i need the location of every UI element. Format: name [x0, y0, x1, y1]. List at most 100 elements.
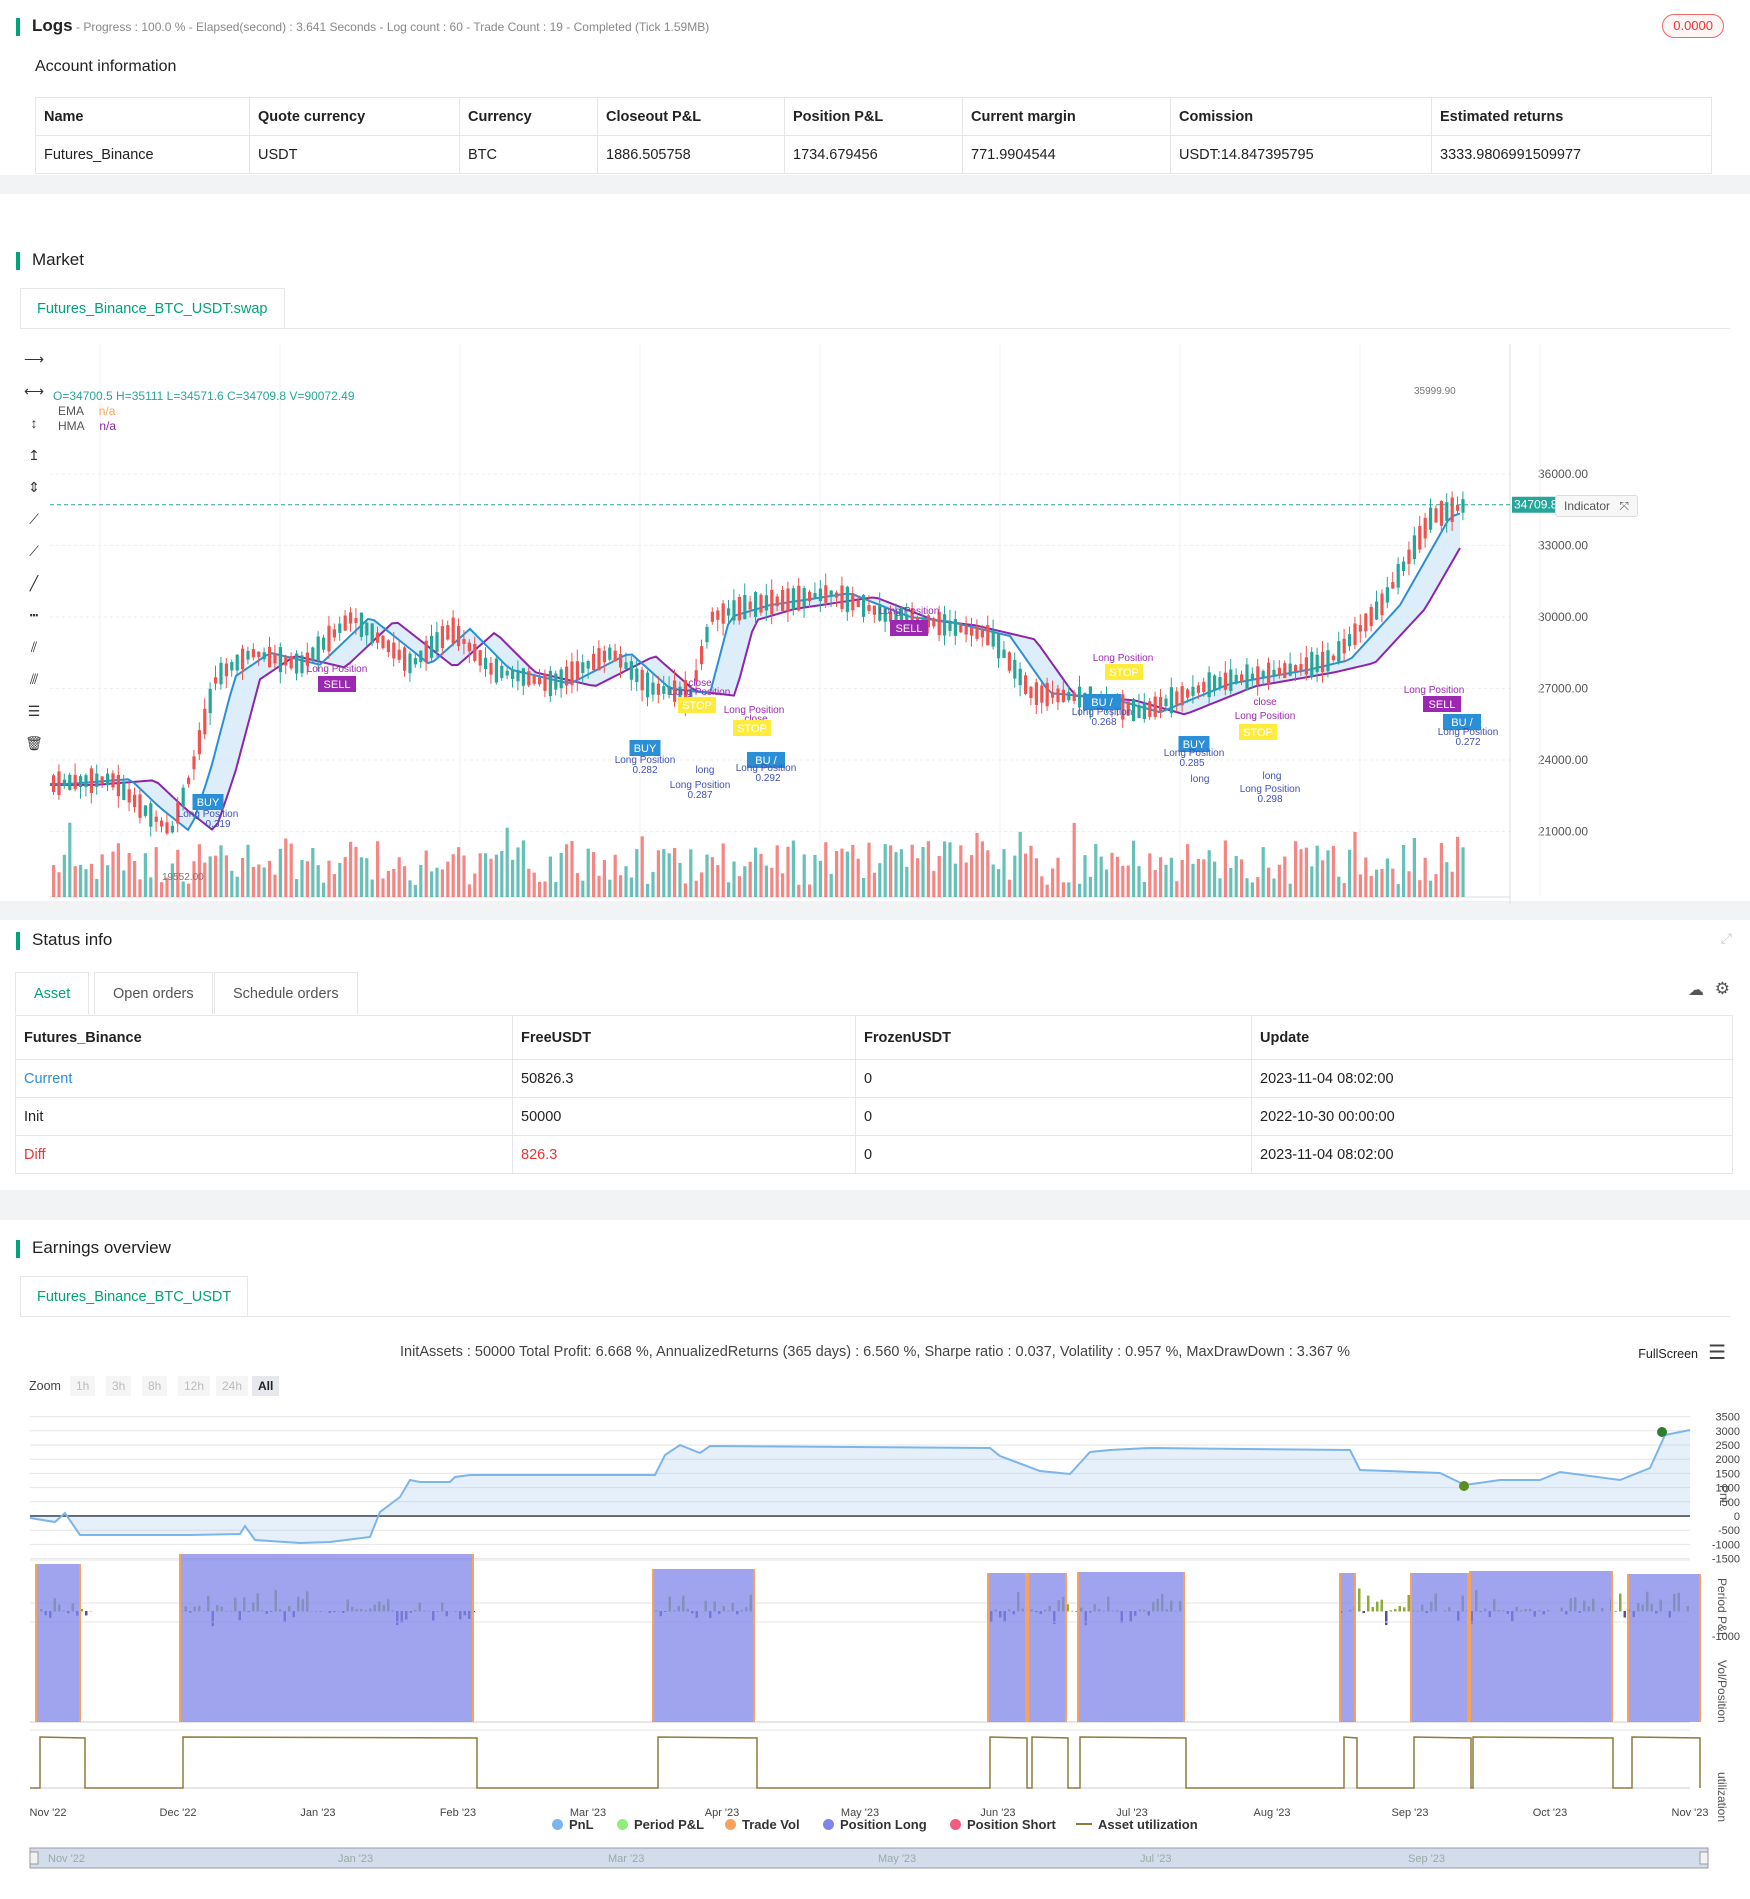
zoom-24h-button[interactable]: 24h [216, 1376, 249, 1396]
candle-body [1277, 667, 1281, 676]
volume-bar [1353, 831, 1357, 897]
candle-body [392, 642, 396, 659]
volume-bar [1407, 871, 1411, 897]
parallel-channel-tool-icon[interactable]: ⫽ [30, 639, 38, 655]
period-bar [1385, 1611, 1388, 1626]
volume-bar [338, 862, 342, 897]
candle-body [95, 773, 99, 787]
settings-gear-icon[interactable]: ⚙ [1714, 979, 1730, 998]
volume-bar [932, 870, 936, 897]
volume-bar [1061, 882, 1065, 897]
candle-body [737, 596, 741, 621]
period-pnl-legend-icon [617, 1819, 628, 1830]
close-label: close [688, 678, 712, 689]
zoom-12h-button[interactable]: 12h [178, 1376, 211, 1396]
legend-period-pnl[interactable]: Period P&L [617, 1817, 704, 1832]
candle-body [1391, 582, 1395, 589]
candle-body [527, 671, 531, 686]
asset-row-diff: Diff 826.3 0 2023-11-04 08:02:00 [15, 1135, 1733, 1174]
cloud-download-icon[interactable]: ☁ [1688, 982, 1704, 999]
candle-body [608, 647, 612, 660]
volume-bar [1137, 866, 1141, 897]
candle-body [1310, 651, 1314, 678]
long-position-label: Long Position [670, 780, 731, 791]
candle-body [872, 605, 876, 615]
zoom-all-button[interactable]: All [252, 1376, 280, 1396]
long-position-label: Long Position [1164, 748, 1225, 759]
zoom-1h-button[interactable]: 1h [70, 1376, 96, 1396]
volume-bar [1196, 858, 1200, 897]
volume-bar [721, 843, 725, 897]
volume-bar [89, 863, 93, 897]
legend-trade-vol[interactable]: Trade Vol [725, 1817, 800, 1832]
horizontal-ray-tool-icon[interactable]: ⟷ [23, 383, 45, 399]
segment-tool-icon[interactable]: ╱ [29, 575, 39, 591]
candle-body [824, 585, 828, 603]
volume-bar [1029, 845, 1033, 897]
navigator-tick: Jan '23 [338, 1853, 373, 1865]
earnings-chart[interactable]: 3500 3000 2500 2000 1500 1000 500 0 -500 -1000 -15… [0, 1400, 1750, 1899]
indicator-button[interactable]: Indicator ⤧ [1555, 495, 1638, 517]
candlestick-chart[interactable]: 36000.00 33000.00 30000.00 27000.00 24000.00… [50, 344, 1660, 904]
candle-body [1132, 699, 1136, 722]
candle-body [1439, 501, 1443, 526]
candle-body [548, 670, 552, 697]
earnings-symbol-tab[interactable]: Futures_Binance_BTC_USDT [20, 1276, 249, 1316]
volume-bar [986, 850, 990, 897]
period-bar [1398, 1606, 1401, 1612]
volume-bar [527, 868, 531, 897]
logs-badge: 0.0000 [1662, 14, 1724, 38]
tab-open-orders[interactable]: Open orders [94, 972, 213, 1014]
tab-schedule-orders[interactable]: Schedule orders [214, 972, 358, 1014]
fullscreen-button[interactable]: FullScreen [1638, 1347, 1698, 1361]
zoom-8h-button[interactable]: 8h [142, 1376, 168, 1396]
volume-bar [203, 862, 207, 897]
volume-bar [1045, 884, 1049, 897]
candle-body [829, 590, 833, 596]
volume-bar [737, 876, 741, 897]
volume-bar [494, 854, 498, 897]
account-title: Account information [35, 58, 177, 75]
volume-bar [311, 848, 315, 897]
axis-title: utilization [1715, 1772, 1729, 1822]
vertical-segment-tool-icon[interactable]: ↥ [28, 447, 40, 463]
fib-tool-icon[interactable]: ⫻ [29, 671, 39, 687]
fib-retracement-tool-icon[interactable]: ☰ [27, 703, 41, 719]
zoom-3h-button[interactable]: 3h [106, 1376, 132, 1396]
market-symbol-tab[interactable]: Futures_Binance_BTC_USDT:swap [20, 288, 285, 328]
volume-bar [1078, 883, 1082, 897]
x-tick-label: Nov '23 [1672, 1807, 1709, 1819]
horizontal-line-tool-icon[interactable]: ⟶ [23, 351, 45, 367]
legend-asset-utilization[interactable]: Asset utilization [1076, 1817, 1198, 1832]
candle-body [646, 672, 650, 698]
volume-bar [197, 844, 201, 897]
candle-body [554, 673, 558, 690]
trash-icon[interactable]: 🗑 [25, 735, 43, 751]
volume-bar [235, 876, 239, 897]
legend-pnl[interactable]: PnL [552, 1817, 594, 1832]
volume-bar [273, 874, 277, 897]
volume-bar [1099, 856, 1103, 897]
volume-bar [154, 847, 158, 897]
x-tick-label: Mar '23 [570, 1807, 606, 1819]
price-line-tool-icon[interactable]: ┅ [29, 607, 39, 623]
vertical-line-tool-icon[interactable]: ↕ [30, 415, 38, 431]
candle-body [667, 686, 671, 695]
position-size-label: 0.287 [687, 790, 712, 801]
tab-asset[interactable]: Asset [15, 972, 90, 1014]
candle-body [856, 600, 860, 608]
period-bar [1358, 1588, 1361, 1612]
trend-line-tool-icon[interactable]: ⟋ [29, 511, 39, 527]
x-tick-label: Oct '23 [1533, 1807, 1568, 1819]
ray-line-tool-icon[interactable]: ⟋ [29, 543, 39, 559]
long-position-label: Long Position [1240, 784, 1301, 795]
status-title: Status info [16, 930, 112, 950]
vertical-ray-tool-icon[interactable]: ⇕ [28, 479, 40, 495]
menu-icon[interactable]: ☰ [1708, 1342, 1726, 1364]
legend-position-short[interactable]: Position Short [950, 1817, 1056, 1832]
legend-position-long[interactable]: Position Long [823, 1817, 927, 1832]
volume-bar [1461, 847, 1465, 897]
collapse-icon[interactable]: ⤢ [1720, 930, 1732, 946]
candle-body [1369, 606, 1373, 627]
candle-body [338, 623, 342, 633]
